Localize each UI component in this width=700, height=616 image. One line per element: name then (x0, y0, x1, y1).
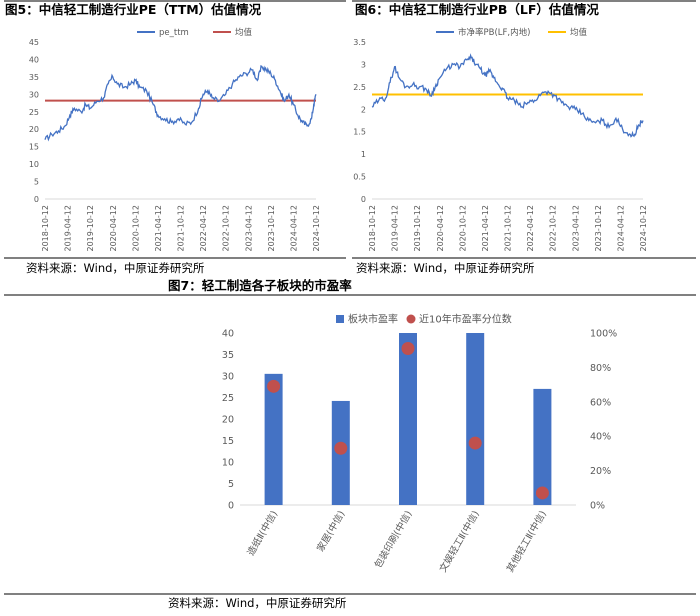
sector-legend-bar: 板块市盈率 (348, 313, 398, 326)
pe-chart-xtick: 2020-10-12 (131, 205, 140, 252)
pe-chart-ytick: 5 (34, 178, 39, 187)
pe-chart-ytick: 10 (29, 160, 39, 169)
pe-chart-series-line (44, 65, 317, 142)
pe-chart-ytick: 30 (29, 90, 39, 99)
sector-percentile-dot (267, 379, 281, 393)
pe-chart-ytick: 45 (29, 38, 39, 47)
pe-chart-ytick: 20 (29, 125, 39, 134)
sector-bar (533, 388, 552, 505)
pe-chart-xtick: 2023-10-12 (267, 205, 276, 252)
sector-ytick-right: 40% (590, 432, 611, 443)
pe-chart-xtick: 2024-04-12 (289, 205, 298, 252)
pb-chart: 0 0.5 1 1.5 2 2.5 3 3.5 2018-10-12 2019-04-12 2019… (353, 27, 648, 252)
pe-chart-xtick: 2022-04-12 (199, 205, 208, 252)
pb-chart-ytick: 2 (361, 105, 366, 114)
pb-chart-xtick: 2023-10-12 (594, 205, 603, 252)
pb-chart-legend-series: 市净率PB(LF,内地) (458, 27, 530, 38)
pe-chart-xtick: 2024-10-12 (312, 205, 321, 252)
sector-category-label: 文娱轻工Ⅱ(中信) (437, 509, 482, 575)
sector-legend-bar-swatch (336, 315, 344, 323)
pe-chart-ytick: 35 (29, 73, 39, 82)
pb-chart-ytick: 1.5 (353, 128, 366, 137)
pe-chart: 0 5 10 15 20 25 30 35 40 45 2018-10-12 2019-04-12 20… (29, 27, 321, 252)
sector-category-label: 其他轻工Ⅱ(中信) (504, 509, 549, 575)
sector-bar (466, 333, 485, 505)
sector-ytick-left: 30 (222, 372, 234, 383)
sector-ytick-right: 0% (590, 501, 605, 512)
pe-chart-legend-series: pe_ttm (159, 28, 189, 38)
sector-bar (264, 373, 283, 505)
sector-chart: 0 5 10 15 20 25 30 35 40 0% 20% 40% 60% 80% 100% 造纸Ⅱ(中信… (222, 313, 617, 575)
pe-chart-ytick: 25 (29, 108, 39, 117)
sector-ytick-right: 80% (590, 363, 611, 374)
sector-ytick-right: 100% (590, 329, 617, 340)
pb-chart-xtick: 2021-04-12 (481, 205, 490, 252)
pb-chart-xtick: 2024-04-12 (616, 205, 625, 252)
pb-chart-ytick: 2.5 (353, 83, 366, 92)
pb-chart-ytick: 3.5 (353, 38, 366, 47)
sector-ytick-left: 5 (228, 479, 234, 490)
pb-chart-xtick: 2020-10-12 (458, 205, 467, 252)
pb-chart-series-line (371, 53, 644, 138)
sector-ytick-right: 20% (590, 466, 611, 477)
pb-chart-ytick: 1 (361, 150, 366, 159)
pe-chart-ytick: 15 (29, 143, 39, 152)
pe-chart-xtick: 2019-10-12 (86, 205, 95, 252)
fig7-source: 资料来源：Wind，中原证券研究所 (168, 596, 347, 610)
sector-ytick-right: 60% (590, 397, 611, 408)
pb-chart-xtick: 2023-04-12 (571, 205, 580, 252)
sector-percentile-dot (401, 341, 415, 355)
sector-ytick-left: 15 (222, 436, 234, 447)
pb-chart-xtick: 2020-04-12 (436, 205, 445, 252)
pb-chart-ytick: 0 (361, 195, 366, 204)
pb-chart-xtick: 2019-10-12 (413, 205, 422, 252)
pb-chart-xtick: 2024-10-12 (639, 205, 648, 252)
pe-chart-xtick: 2022-10-12 (222, 205, 231, 252)
pe-chart-xtick: 2021-10-12 (177, 205, 186, 252)
pe-chart-xtick: 2021-04-12 (154, 205, 163, 252)
sector-category-label: 包装印刷(中信) (372, 509, 415, 571)
pb-chart-xtick: 2019-04-12 (391, 205, 400, 252)
sector-category-label: 家居(中信) (314, 509, 347, 554)
sector-percentile-dot (535, 486, 549, 500)
pe-chart-xtick: 2020-04-12 (109, 205, 118, 252)
pb-chart-legend-mean: 均值 (570, 27, 588, 38)
sector-ytick-left: 10 (222, 458, 234, 469)
sector-ytick-left: 0 (228, 501, 234, 512)
sector-ytick-left: 20 (222, 415, 234, 426)
sector-percentile-dot (334, 441, 348, 455)
pe-chart-legend-mean: 均值 (235, 27, 253, 38)
sector-category-label: 造纸Ⅱ(中信) (245, 509, 280, 558)
sector-ytick-left: 35 (222, 350, 234, 361)
sector-bar (399, 333, 417, 505)
sector-ytick-left: 40 (222, 329, 234, 340)
fig7-title: 图7：轻工制造各子板块的市盈率 (168, 278, 352, 293)
sector-legend-dot-swatch (406, 314, 416, 324)
fig6-title: 图6：中信轻工制造行业PB（LF）估值情况 (355, 2, 599, 17)
pe-chart-ytick: 40 (29, 55, 39, 64)
fig6-source: 资料来源：Wind，中原证券研究所 (356, 261, 535, 275)
fig5-source: 资料来源：Wind，中原证券研究所 (26, 261, 205, 275)
pe-chart-xtick: 2019-04-12 (64, 205, 73, 252)
pb-chart-ytick: 3 (361, 60, 366, 69)
pb-chart-xtick: 2022-10-12 (549, 205, 558, 252)
pe-chart-xtick: 2023-04-12 (244, 205, 253, 252)
fig5-title: 图5：中信轻工制造行业PE（TTM）估值情况 (5, 2, 262, 17)
pe-chart-ytick: 0 (34, 195, 39, 204)
sector-ytick-left: 25 (222, 393, 234, 404)
pe-chart-xtick: 2018-10-12 (41, 205, 50, 252)
pb-chart-xtick: 2018-10-12 (368, 205, 377, 252)
pb-chart-xtick: 2021-10-12 (504, 205, 513, 252)
sector-percentile-dot (468, 436, 482, 450)
sector-legend-dot: 近10年市盈率分位数 (419, 313, 512, 326)
pb-chart-ytick: 0.5 (353, 173, 366, 182)
pb-chart-xtick: 2022-04-12 (526, 205, 535, 252)
